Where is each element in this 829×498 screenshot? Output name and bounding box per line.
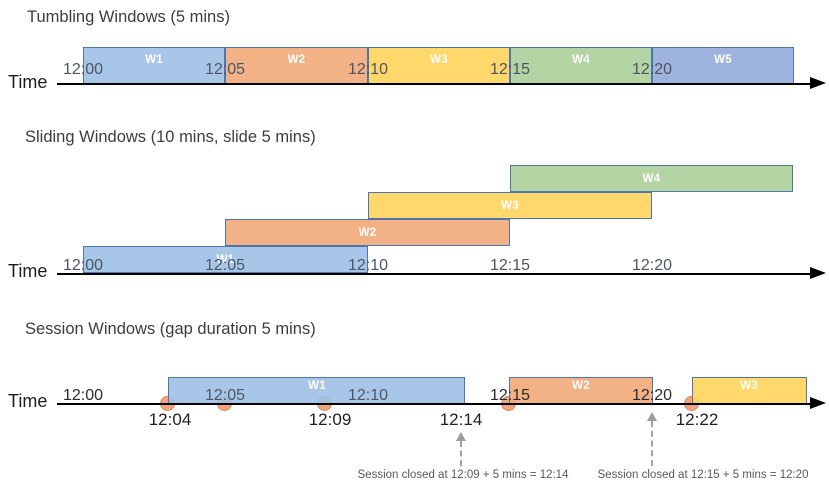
session-closed-annotation: Session closed at 12:15 + 5 mins = 12:20	[597, 469, 809, 481]
session-window-w3	[692, 377, 807, 404]
window-label: W4	[572, 54, 590, 66]
up-arrow-icon	[456, 432, 466, 441]
sliding-window-w4: W4	[510, 165, 793, 192]
tumbling-window-w3: W3	[368, 47, 510, 84]
tick-label: 12:20	[631, 257, 673, 274]
session-closed-annotation: Session closed at 12:09 + 5 mins = 12:14	[357, 469, 569, 481]
window-label: W4	[642, 172, 661, 185]
time-axis-label: Time	[8, 261, 48, 281]
tick-label: 12:15	[489, 257, 531, 274]
sliding-window-w3: W3	[368, 192, 652, 219]
tick-label: 12:00	[62, 61, 104, 78]
tick-label: 12:20	[631, 387, 673, 404]
session-window-w2	[509, 377, 653, 404]
tumbling-window-w5: W5	[652, 47, 794, 84]
sliding-section-title: Sliding Windows (10 mins, slide 5 mins)	[25, 128, 316, 146]
session-section-title: Session Windows (gap duration 5 mins)	[25, 320, 316, 338]
tick-label: 12:05	[204, 257, 246, 274]
sliding-window-w2: W2	[225, 219, 510, 246]
tick-label: 12:00	[62, 387, 104, 404]
time-axis-label: Time	[8, 72, 48, 92]
tick-label: 12:10	[347, 61, 389, 78]
tick-label: 12:00	[62, 257, 104, 274]
window-label: W1	[216, 253, 235, 266]
dashed-arrow-line	[460, 441, 462, 466]
tick-label: 12:10	[347, 387, 389, 404]
window-label: W2	[572, 380, 590, 392]
timeline-arrowhead-icon	[810, 77, 826, 89]
window-label: W3	[430, 54, 448, 66]
timeline-arrowhead-icon	[810, 267, 826, 279]
tick-label: 12:15	[489, 61, 531, 78]
tick-label: 12:05	[204, 387, 246, 404]
timeline	[57, 83, 814, 85]
event-time-label: 12:22	[675, 410, 719, 429]
dashed-arrow-line	[651, 421, 653, 466]
window-label: W3	[740, 380, 758, 392]
window-label: W3	[501, 199, 519, 212]
timeline	[57, 273, 814, 275]
tick-label: 12:20	[631, 61, 673, 78]
tumbling-section-title: Tumbling Windows (5 mins)	[27, 8, 230, 26]
tick-label: 12:05	[204, 61, 246, 78]
up-arrow-icon	[647, 412, 657, 421]
event-time-label: 12:14	[439, 410, 483, 429]
window-label: W2	[358, 226, 377, 239]
window-label: W2	[287, 54, 306, 66]
window-label: W1	[308, 380, 326, 392]
event-time-label: 12:09	[308, 410, 352, 429]
time-axis-label: Time	[8, 391, 48, 411]
timeline-arrowhead-icon	[810, 397, 826, 409]
timeline	[57, 403, 814, 405]
window-label: W5	[714, 54, 732, 66]
event-time-label: 12:04	[148, 410, 192, 429]
sliding-window-w1: W1	[83, 246, 368, 273]
window-label: W1	[145, 54, 163, 66]
tick-label: 12:10	[347, 257, 389, 274]
tumbling-window-w1: W1	[83, 47, 225, 84]
tick-label: 12:15	[489, 387, 531, 404]
